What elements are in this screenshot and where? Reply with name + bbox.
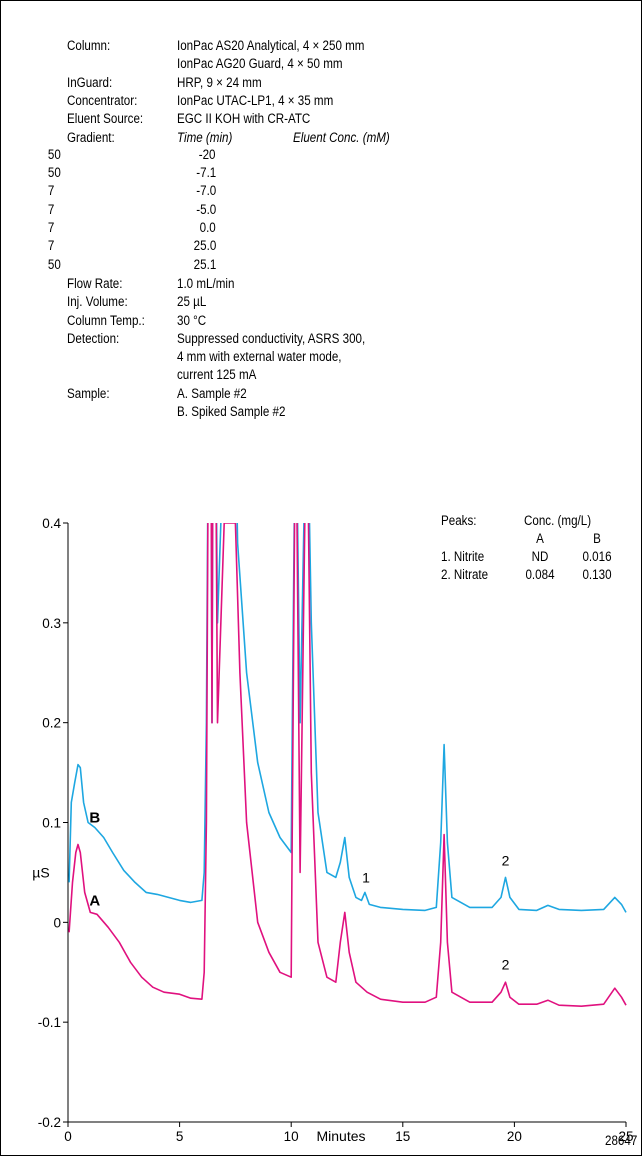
gradient-time: -20	[199, 146, 216, 162]
peak-name: 2. Nitrate	[441, 567, 489, 583]
condition-value: 4 mm with external water mode,	[177, 349, 342, 365]
gradient-conc: 50	[47, 256, 61, 272]
condition-value: 1.0 mL/min	[177, 275, 235, 291]
series-label: A	[89, 892, 100, 909]
series-line-b	[68, 523, 627, 913]
gradient-conc: 7	[47, 183, 55, 199]
condition-value: A. Sample #2	[177, 385, 247, 401]
condition-label: Concentrator:	[67, 92, 138, 108]
condition-label: Gradient:	[67, 129, 115, 145]
x-tick-label: 10	[284, 1129, 299, 1144]
condition-value: HRP, 9 × 24 mm	[177, 74, 262, 90]
series-label: B	[89, 810, 100, 827]
condition-label: Sample:	[67, 385, 110, 401]
gradient-conc: 50	[47, 165, 61, 181]
peak-label: 2	[502, 956, 510, 972]
peak-conc-a: ND	[531, 549, 549, 564]
condition-value: 25 µL	[177, 294, 207, 310]
condition-value: 30 °C	[177, 312, 207, 328]
condition-value: EGC II KOH with CR-ATC	[177, 111, 311, 127]
condition-label: Column Temp.:	[67, 312, 145, 328]
gradient-conc: 50	[47, 146, 61, 162]
x-tick-label: 15	[395, 1129, 410, 1144]
peak-label: 1	[362, 869, 370, 885]
condition-value: current 125 mA	[177, 367, 257, 383]
condition-value: IonPac AG20 Guard, 4 × 50 mm	[177, 56, 343, 72]
x-tick-label: 25	[618, 1129, 633, 1144]
condition-label: Detection:	[67, 330, 120, 346]
condition-label: Flow Rate:	[67, 275, 123, 291]
condition-label: Inj. Volume:	[67, 294, 128, 310]
condition-label: Column:	[67, 38, 111, 53]
y-axis-label: µS	[32, 864, 49, 880]
peaks-col-a: A	[536, 531, 544, 546]
y-tick-label: -0.1	[38, 1015, 61, 1030]
y-tick-label: 0	[53, 915, 61, 930]
condition-value: IonPac AS20 Analytical, 4 × 250 mm	[177, 38, 365, 53]
peak-label: 2	[502, 852, 510, 868]
condition-value: Suppressed conductivity, ASRS 300,	[177, 330, 366, 346]
y-tick-label: 0.3	[42, 616, 61, 631]
peak-conc-a: 0.084	[525, 567, 555, 583]
x-tick-label: 20	[507, 1129, 522, 1144]
x-tick-label: 0	[64, 1129, 72, 1144]
x-tick-label: 5	[176, 1129, 184, 1144]
condition-value: B. Spiked Sample #2	[177, 404, 286, 419]
gradient-time: -7.0	[195, 183, 216, 199]
peaks-conc-header: Conc. (mg/L)	[524, 513, 592, 528]
peak-conc-b: 0.016	[582, 549, 612, 564]
condition-value: IonPac UTAC-LP1, 4 × 35 mm	[177, 92, 334, 108]
peak-conc-b: 0.130	[582, 567, 612, 583]
series-line-a	[68, 523, 627, 1007]
x-axis-label: Minutes	[316, 1128, 365, 1144]
gradient-time: 25.0	[193, 238, 216, 254]
gradient-header-time: Time (min)	[177, 129, 233, 145]
y-tick-label: 0.1	[42, 816, 61, 831]
figure-number: 28647	[605, 1133, 638, 1148]
peaks-col-b: B	[593, 531, 601, 546]
gradient-conc: 7	[47, 201, 55, 217]
peak-name: 1. Nitrite	[441, 549, 485, 564]
series-group	[68, 523, 627, 1007]
gradient-conc: 7	[47, 238, 55, 254]
gradient-time: -5.0	[195, 201, 216, 217]
y-tick-label: -0.2	[38, 1115, 61, 1130]
condition-label: Eluent Source:	[67, 111, 144, 127]
condition-label: InGuard:	[67, 74, 113, 90]
gradient-conc: 7	[47, 220, 55, 235]
gradient-header-conc: Eluent Conc. (mM)	[293, 129, 390, 145]
peaks-title: Peaks:	[441, 513, 477, 528]
gradient-time: 25.1	[193, 256, 216, 272]
gradient-time: -7.1	[195, 165, 216, 181]
y-tick-label: 0.2	[42, 716, 61, 731]
y-tick-label: 0.4	[42, 516, 61, 531]
gradient-time: 0.0	[199, 220, 216, 235]
